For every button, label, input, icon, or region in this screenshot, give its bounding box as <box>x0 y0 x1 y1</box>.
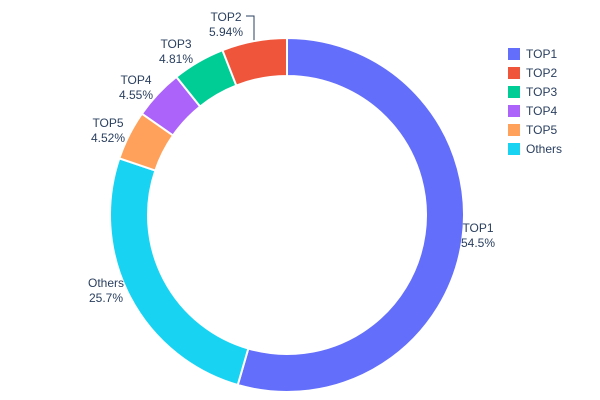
slice-label-name: Others <box>87 276 125 290</box>
legend-swatch-icon <box>508 85 520 98</box>
legend-item-TOP3[interactable]: TOP3 <box>508 82 562 101</box>
slice-label-TOP3: TOP3 4.81% <box>159 37 193 67</box>
legend-swatch-icon <box>508 123 520 136</box>
legend-item-TOP2[interactable]: TOP2 <box>508 63 562 82</box>
slice-label-TOP4: TOP4 4.55% <box>119 73 153 103</box>
legend: TOP1 TOP2 TOP3 TOP4 TOP5 Others <box>508 44 562 158</box>
legend-swatch-icon <box>508 47 520 60</box>
slice-label-percent: 4.81% <box>158 52 194 66</box>
legend-item-TOP4[interactable]: TOP4 <box>508 101 562 120</box>
legend-item-Others[interactable]: Others <box>508 139 562 158</box>
pie-slice-TOP2[interactable] <box>221 36 288 87</box>
slice-label-TOP2: TOP2 5.94% <box>209 10 243 40</box>
legend-item-label: Others <box>526 141 563 156</box>
slice-label-name: TOP5 <box>92 116 124 130</box>
slice-label-percent: 4.55% <box>118 88 154 102</box>
slice-label-percent: 4.52% <box>90 131 126 145</box>
leader-line-TOP2 <box>246 15 255 41</box>
legend-swatch-icon <box>508 66 520 79</box>
slice-label-name: TOP3 <box>160 37 192 51</box>
slice-label-Others: Others 25.7% <box>88 276 124 306</box>
legend-swatch-icon <box>508 104 520 117</box>
slice-label-name: TOP2 <box>210 10 242 24</box>
legend-item-label: TOP1 <box>526 46 558 61</box>
legend-item-TOP5[interactable]: TOP5 <box>508 120 562 139</box>
pie-slice-TOP1[interactable] <box>236 36 465 393</box>
slice-label-name: TOP4 <box>120 73 152 87</box>
legend-swatch-icon <box>508 142 520 155</box>
legend-item-label: TOP5 <box>526 122 558 137</box>
pie-slice-Others[interactable] <box>109 157 250 387</box>
legend-item-label: TOP2 <box>526 65 558 80</box>
slice-label-percent: 54.5% <box>460 236 496 250</box>
legend-item-label: TOP4 <box>526 103 558 118</box>
legend-item-TOP1[interactable]: TOP1 <box>508 44 562 63</box>
slice-label-TOP1: TOP1 54.5% <box>461 221 495 251</box>
slice-label-TOP5: TOP5 4.52% <box>91 116 125 146</box>
slice-label-name: TOP1 <box>462 221 494 235</box>
slice-label-percent: 25.7% <box>88 291 124 305</box>
legend-item-label: TOP3 <box>526 84 558 99</box>
slice-label-percent: 5.94% <box>208 25 244 39</box>
